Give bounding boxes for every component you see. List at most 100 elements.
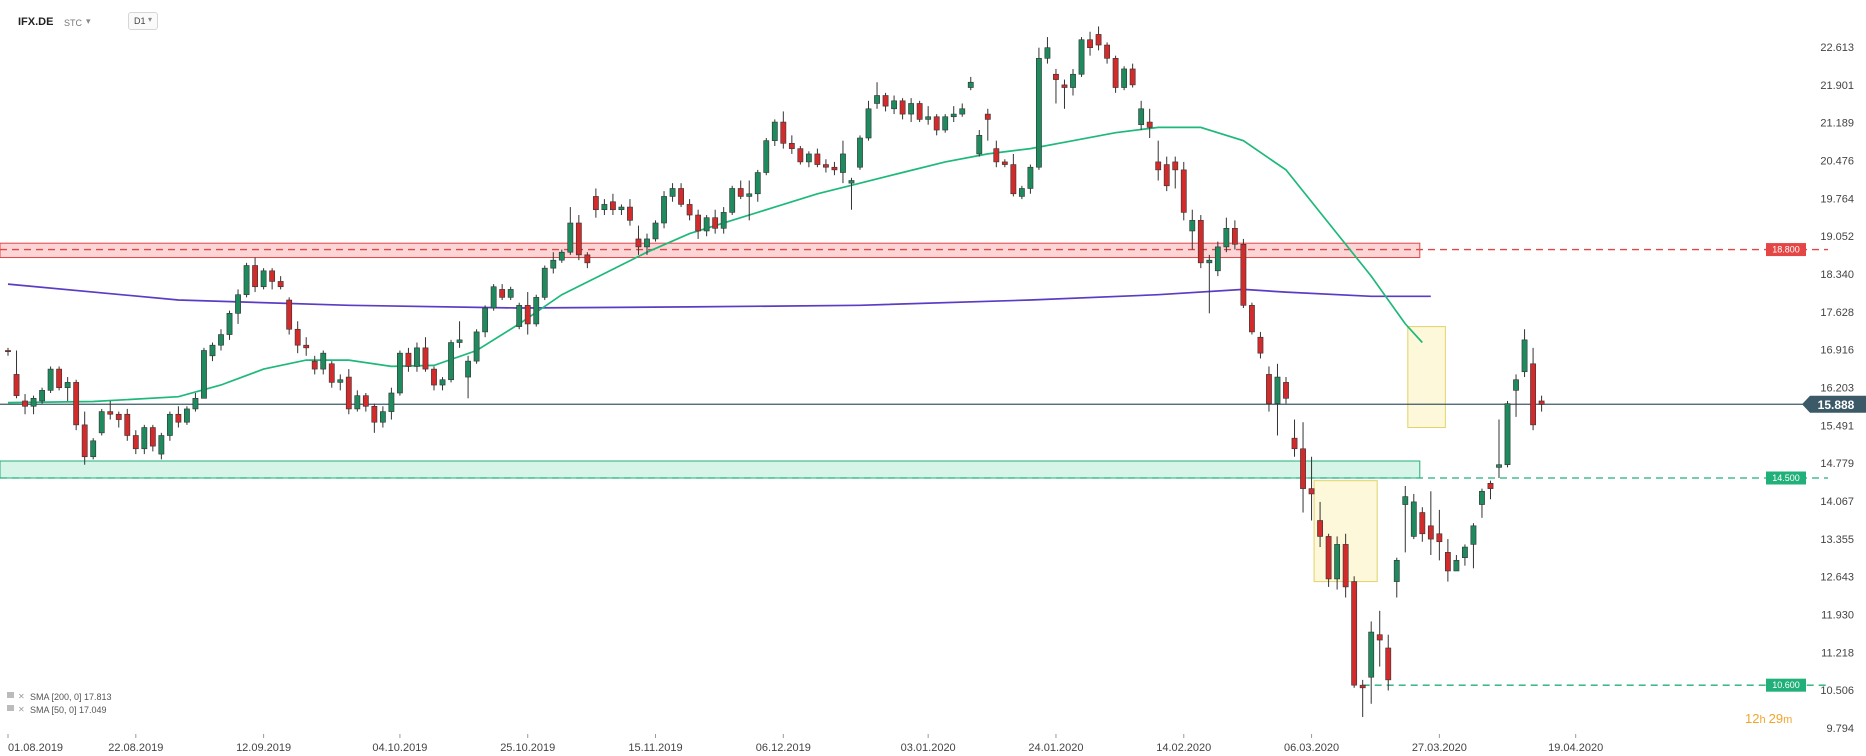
candle	[175, 406, 182, 428]
candle-body	[840, 153, 846, 173]
candle	[695, 209, 702, 239]
candle	[865, 100, 872, 141]
candle-body	[1138, 108, 1145, 126]
candle-body	[823, 164, 829, 168]
candle	[209, 342, 216, 362]
candle-body	[1121, 68, 1128, 88]
candle	[107, 400, 114, 420]
candle-body	[294, 328, 301, 346]
candle	[294, 321, 301, 354]
candle	[507, 286, 514, 301]
candle-body	[320, 352, 327, 370]
candle-body	[158, 435, 165, 455]
candle	[1410, 493, 1417, 540]
candle-body	[831, 166, 838, 171]
candle	[916, 100, 923, 123]
candle	[277, 276, 284, 290]
support-zone	[0, 460, 1421, 479]
candle	[158, 432, 165, 460]
candle	[39, 387, 45, 404]
candle-body	[184, 408, 190, 423]
candle	[729, 185, 736, 216]
candle-body	[98, 411, 105, 434]
candle-body	[695, 214, 702, 232]
candle-body	[925, 116, 932, 120]
close-icon: ✕	[18, 692, 25, 701]
candle-body	[1189, 220, 1196, 232]
candle	[908, 98, 915, 123]
candle	[780, 111, 787, 149]
y-tick-label: 9.794	[1826, 723, 1854, 735]
candle-body	[916, 103, 923, 120]
candle-body	[482, 307, 489, 333]
candle	[686, 199, 693, 221]
candle	[840, 140, 846, 184]
low-price-tag: 10.600	[1766, 678, 1806, 692]
candle-body	[311, 360, 318, 370]
candle-body	[669, 188, 676, 197]
x-tick-label: 19.04.2020	[1548, 742, 1603, 754]
candle-body	[1129, 68, 1136, 86]
candle	[1266, 366, 1272, 412]
candle	[805, 151, 812, 168]
candle-body	[1479, 490, 1485, 505]
candle	[678, 183, 684, 208]
candle-body	[942, 116, 949, 131]
candle	[1206, 254, 1213, 314]
candle-body	[1214, 246, 1221, 272]
candle-body	[448, 342, 454, 381]
candle-body	[1368, 631, 1375, 678]
legend-label: SMA [50, 0] 17.049	[30, 705, 107, 715]
candle	[115, 411, 122, 428]
y-tick-label: 20.476	[1820, 156, 1854, 168]
candlesticks	[5, 26, 1545, 718]
interval-select[interactable]: D1 ▾	[128, 12, 158, 30]
candle	[831, 161, 838, 176]
candle-body	[908, 103, 915, 115]
candle	[1504, 400, 1511, 468]
candle	[30, 395, 37, 415]
candle	[524, 292, 531, 335]
candle-body	[1444, 552, 1451, 572]
symbol-label[interactable]: IFX.DE	[18, 16, 54, 28]
candle-body	[1146, 121, 1153, 128]
candle	[1231, 220, 1238, 250]
candle-body	[754, 172, 761, 195]
candle-body	[575, 222, 582, 256]
chevron-down-icon[interactable]: ▾	[86, 16, 91, 26]
candle	[1538, 395, 1545, 412]
candle-body	[984, 113, 991, 120]
price-tag-label: 15.888	[1818, 398, 1855, 412]
candle	[584, 252, 591, 269]
chevron-down-icon: ▾	[148, 15, 153, 24]
candle-body	[22, 400, 28, 407]
candle-body	[1334, 544, 1341, 580]
candle	[763, 138, 770, 176]
candle-body	[1027, 166, 1034, 189]
candle-body	[1010, 164, 1017, 195]
candle	[1095, 26, 1102, 51]
candle-body	[286, 299, 293, 330]
candle	[1427, 491, 1434, 556]
candle	[984, 108, 991, 141]
candle-body	[431, 368, 437, 386]
quote-type-label[interactable]: STC	[64, 18, 82, 28]
candle	[482, 305, 489, 338]
candle	[1462, 544, 1468, 566]
current-price-tag: 15.888	[1802, 395, 1866, 413]
candle	[848, 177, 855, 210]
candle	[1078, 37, 1085, 77]
candle-body	[1044, 47, 1051, 59]
candle	[1317, 501, 1323, 548]
candle-body	[976, 135, 983, 155]
x-tick-label: 03.01.2020	[901, 742, 956, 754]
candle	[1274, 363, 1281, 436]
candle-body	[201, 350, 207, 399]
candle	[397, 350, 403, 396]
candle	[439, 377, 446, 391]
candle	[1001, 159, 1008, 168]
candle	[405, 347, 412, 372]
y-tick-label: 12.643	[1820, 572, 1854, 584]
y-tick-label: 16.203	[1820, 383, 1854, 395]
